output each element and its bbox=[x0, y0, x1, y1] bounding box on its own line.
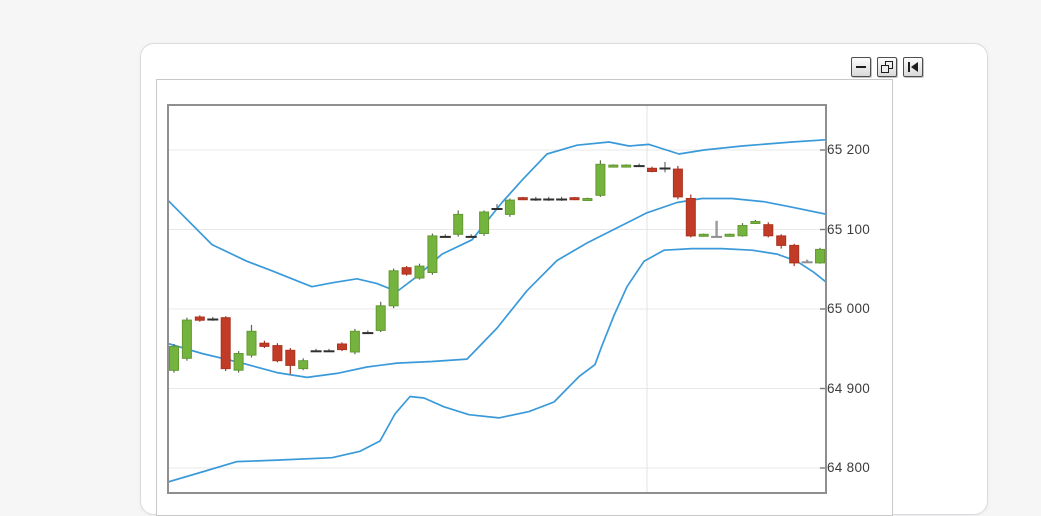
candle bbox=[246, 330, 257, 356]
candle bbox=[388, 270, 399, 307]
chart-panel: 65 200 65 100 65 000 64 900 64 800 bbox=[156, 79, 893, 516]
candle bbox=[479, 211, 490, 234]
candle bbox=[724, 233, 735, 237]
candle bbox=[569, 197, 580, 201]
candle bbox=[427, 235, 438, 273]
candle bbox=[672, 168, 683, 198]
y-axis-tick-label: 65 100 bbox=[827, 221, 871, 237]
candle bbox=[582, 198, 593, 201]
band-lower bbox=[167, 247, 827, 484]
minimize-button[interactable] bbox=[851, 57, 871, 77]
plot-frame bbox=[167, 104, 827, 494]
candle bbox=[750, 221, 761, 224]
candle bbox=[504, 199, 515, 215]
candle bbox=[194, 316, 205, 321]
candle bbox=[659, 167, 671, 170]
candle bbox=[349, 330, 360, 353]
candle bbox=[763, 224, 774, 237]
candle bbox=[556, 198, 568, 201]
bollinger-bands bbox=[167, 138, 827, 484]
candle bbox=[737, 225, 748, 237]
candle bbox=[310, 350, 322, 353]
y-axis-tick-label: 65 000 bbox=[827, 301, 871, 316]
candle bbox=[207, 318, 219, 321]
candle bbox=[608, 164, 619, 168]
grid-lines bbox=[168, 105, 826, 493]
candle bbox=[491, 208, 503, 210]
band-upper bbox=[167, 138, 827, 293]
candle bbox=[401, 267, 412, 275]
candle bbox=[465, 235, 477, 238]
candles bbox=[169, 160, 825, 375]
candle bbox=[698, 233, 709, 237]
y-axis-tick-label: 64 800 bbox=[827, 460, 871, 475]
collapse-left-button[interactable] bbox=[903, 57, 923, 77]
candle bbox=[453, 213, 464, 235]
candle bbox=[647, 167, 657, 173]
candle bbox=[414, 265, 425, 279]
candle bbox=[711, 235, 723, 238]
candle bbox=[233, 353, 244, 371]
candle bbox=[517, 197, 528, 201]
candle bbox=[169, 345, 179, 371]
candle bbox=[259, 342, 270, 347]
candle bbox=[298, 360, 309, 370]
candle bbox=[285, 349, 296, 366]
candle bbox=[530, 198, 542, 201]
candle bbox=[272, 345, 283, 362]
candle bbox=[685, 198, 696, 237]
candle bbox=[801, 261, 813, 264]
candle bbox=[439, 235, 451, 238]
y-axis-tick-label: 64 900 bbox=[827, 380, 871, 396]
candle bbox=[375, 305, 386, 331]
restore-button[interactable] bbox=[877, 57, 897, 77]
chart-window: 65 200 65 100 65 000 64 900 64 800 bbox=[140, 43, 988, 516]
candlestick-chart[interactable] bbox=[167, 104, 827, 494]
candle bbox=[220, 317, 231, 370]
candle bbox=[621, 164, 632, 168]
y-axis-tick-label: 65 200 bbox=[827, 142, 871, 157]
candle bbox=[815, 248, 825, 264]
candle bbox=[595, 163, 606, 196]
candle bbox=[776, 235, 787, 246]
window-controls bbox=[851, 57, 923, 77]
collapse-left-icon bbox=[908, 62, 918, 72]
restore-icon bbox=[881, 61, 893, 73]
candle bbox=[337, 343, 347, 351]
candle bbox=[362, 332, 374, 335]
band-middle bbox=[167, 197, 827, 379]
candle bbox=[789, 244, 800, 264]
candle bbox=[323, 350, 335, 353]
candle bbox=[543, 198, 555, 201]
candle bbox=[181, 319, 192, 359]
minimize-icon bbox=[856, 66, 866, 68]
candle bbox=[633, 165, 645, 168]
